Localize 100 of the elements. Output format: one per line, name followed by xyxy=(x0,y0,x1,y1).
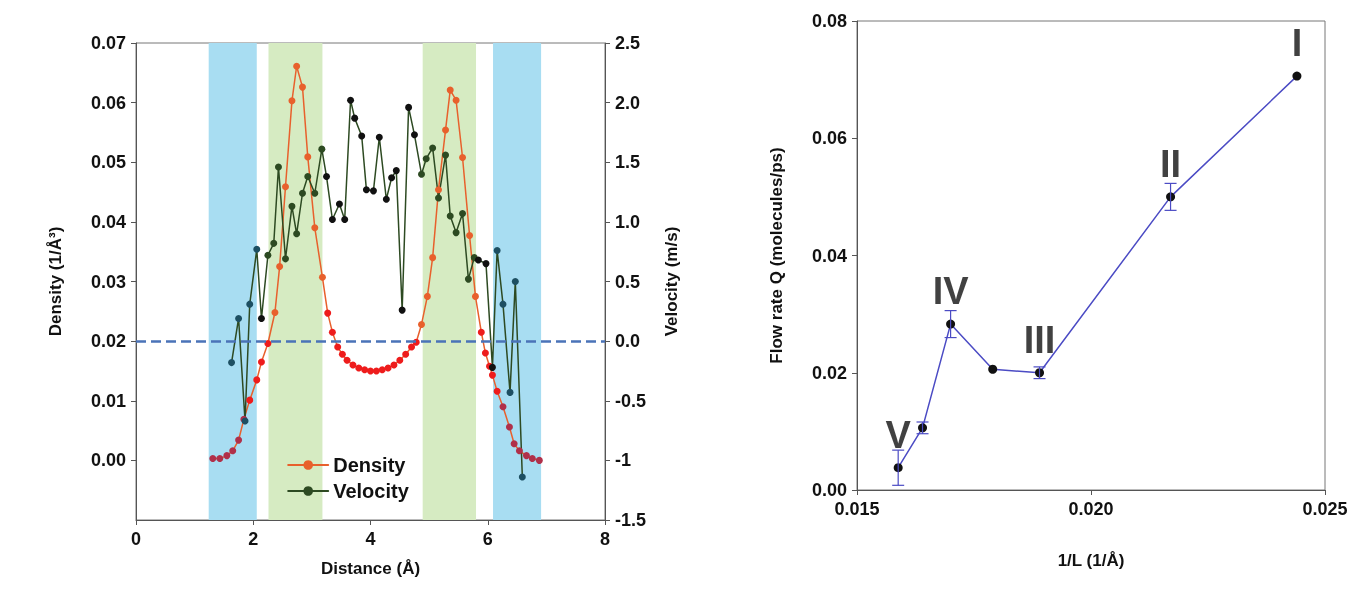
point xyxy=(442,151,450,159)
point xyxy=(474,256,482,264)
point xyxy=(334,343,342,351)
point xyxy=(372,367,380,375)
point xyxy=(318,273,326,281)
point xyxy=(398,306,406,314)
point xyxy=(235,436,243,444)
point xyxy=(253,245,261,253)
point xyxy=(392,167,400,175)
y2-tick-label: 2.5 xyxy=(615,33,641,53)
point xyxy=(361,366,369,374)
point xyxy=(347,96,355,104)
annotation: V xyxy=(885,413,912,456)
point xyxy=(493,247,501,254)
x-tick-label: 6 xyxy=(482,529,493,549)
point xyxy=(535,456,543,464)
point xyxy=(1292,71,1302,81)
point xyxy=(318,145,326,153)
point xyxy=(388,174,396,182)
x-tick-label: 0 xyxy=(130,529,142,549)
point xyxy=(270,239,278,247)
point xyxy=(446,86,454,94)
point xyxy=(293,230,301,238)
y-tick-label: 0.05 xyxy=(90,152,126,173)
y2-tick-label: 2.0 xyxy=(615,92,641,113)
x-tick-label: 2 xyxy=(248,529,259,549)
point xyxy=(335,200,343,208)
point xyxy=(323,173,331,181)
x-tick-label: 8 xyxy=(599,529,611,549)
point xyxy=(209,455,217,463)
point xyxy=(257,314,265,322)
point xyxy=(276,263,284,271)
point xyxy=(264,340,272,348)
x-tick-label: 0.015 xyxy=(834,499,880,519)
point xyxy=(446,212,454,220)
point xyxy=(477,328,485,336)
point xyxy=(429,254,437,262)
point xyxy=(471,292,479,300)
point xyxy=(528,455,536,463)
point xyxy=(375,133,383,141)
point xyxy=(338,350,346,358)
point xyxy=(216,455,224,463)
point xyxy=(246,300,254,308)
x-tick-label: 0.020 xyxy=(1068,499,1114,519)
y2-axis-title: Velocity (m/s) xyxy=(662,226,681,337)
point xyxy=(257,358,265,366)
point xyxy=(511,278,519,285)
point xyxy=(358,132,366,140)
y-tick-label: 0.02 xyxy=(90,331,126,352)
y-tick-label: 0.00 xyxy=(90,450,126,471)
point xyxy=(264,251,272,259)
point xyxy=(459,153,467,161)
y2-tick-label: 1.5 xyxy=(615,152,641,173)
y-tick-label: 0.07 xyxy=(90,33,126,53)
point xyxy=(452,229,460,237)
y2-tick-label: 0.5 xyxy=(615,271,641,292)
y-tick-label: 0.04 xyxy=(90,211,126,232)
point xyxy=(481,349,489,357)
point xyxy=(341,215,349,223)
point xyxy=(442,126,450,134)
point xyxy=(466,232,474,240)
point xyxy=(324,309,332,317)
point xyxy=(382,195,390,203)
point xyxy=(510,440,518,448)
y2-tick-label: -1 xyxy=(615,450,632,471)
point xyxy=(429,144,437,152)
point xyxy=(505,423,513,431)
point xyxy=(499,403,507,411)
point xyxy=(304,153,312,161)
point xyxy=(288,202,296,210)
point xyxy=(367,367,374,375)
point xyxy=(408,343,416,351)
point xyxy=(482,260,490,268)
point xyxy=(423,292,431,300)
y-tick-label: 0.06 xyxy=(811,128,847,149)
point xyxy=(288,97,296,105)
y-tick-label: 0.08 xyxy=(811,11,847,31)
point xyxy=(405,103,413,111)
point xyxy=(488,371,496,379)
annotation: IV xyxy=(932,270,970,313)
y-tick-label: 0.06 xyxy=(90,92,126,113)
point xyxy=(515,447,523,455)
point xyxy=(518,473,526,481)
point xyxy=(369,187,377,195)
point xyxy=(311,189,319,197)
y-tick-label: 0.01 xyxy=(90,390,126,411)
point xyxy=(362,186,370,194)
y-axis-title: Density (1/Å³) xyxy=(46,226,65,337)
point xyxy=(396,356,404,364)
x-tick-label: 4 xyxy=(365,529,376,549)
y2-tick-label: 1.0 xyxy=(615,211,641,232)
point xyxy=(328,215,336,223)
y-axis-title: Flow rate Q (molecules/ps) xyxy=(767,147,786,364)
x-tick-label: 0.025 xyxy=(1302,499,1348,519)
point xyxy=(435,194,443,202)
legend-label: Velocity xyxy=(333,480,410,502)
point xyxy=(422,155,430,163)
point xyxy=(304,173,312,181)
point xyxy=(274,163,282,171)
y2-tick-label: -0.5 xyxy=(615,390,647,411)
